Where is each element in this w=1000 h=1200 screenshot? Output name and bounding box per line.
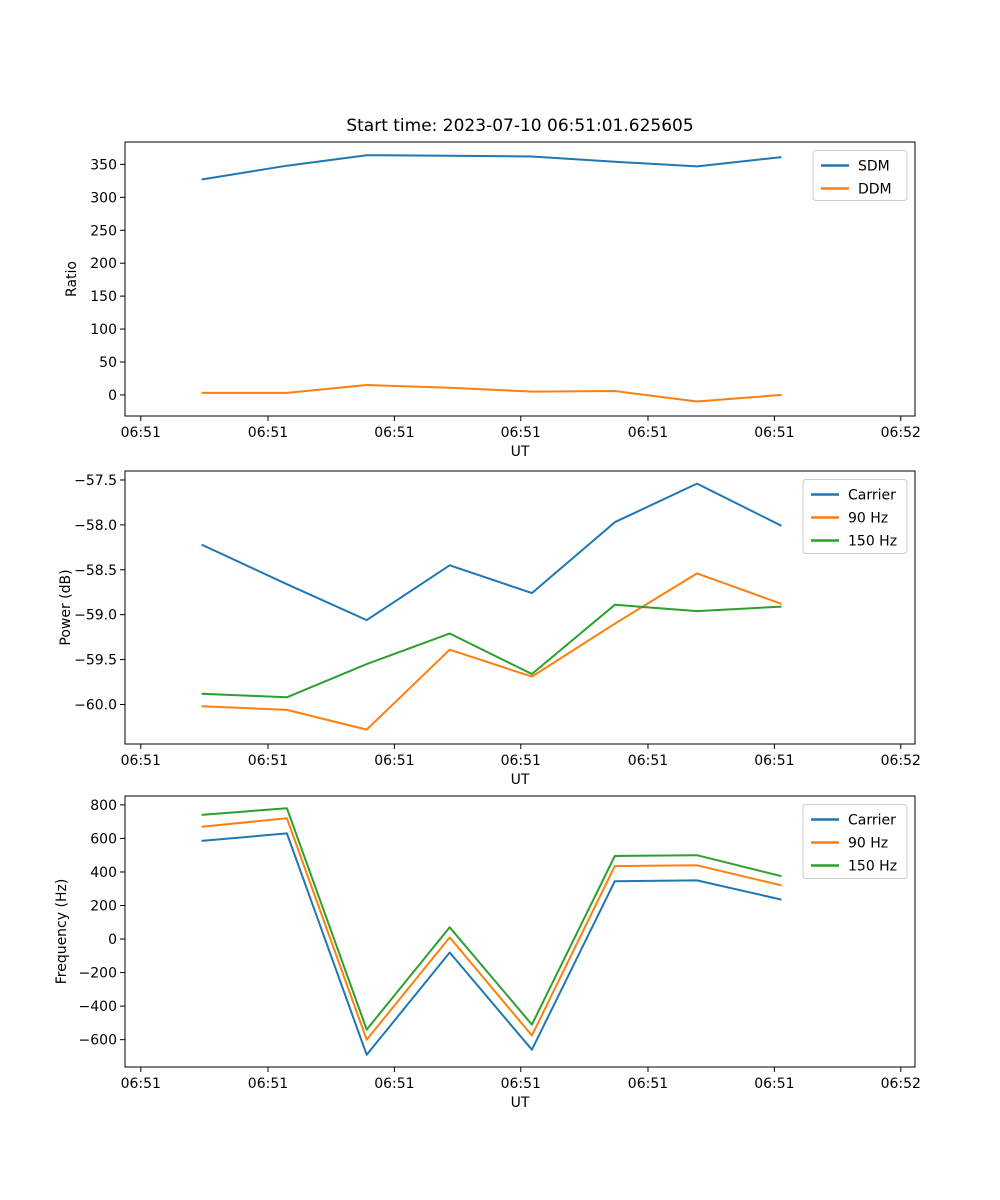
x-axis-label-ut-2: UT bbox=[511, 772, 530, 788]
series-line-carrier bbox=[201, 482, 782, 622]
x-axis-label-ut-3: UT bbox=[511, 1095, 530, 1111]
y-tick-label: 250 bbox=[90, 223, 117, 239]
y-tick-label: −58.0 bbox=[74, 518, 117, 534]
legend-label: DDM bbox=[858, 182, 892, 198]
y-axis-label-power: Power (dB) bbox=[58, 569, 74, 645]
plot-content-frequency: 800 600 400 200 0 −200 −400 −600 06:51 06:51 06:51… bbox=[79, 798, 921, 1092]
y-tick-label: −200 bbox=[79, 966, 117, 982]
y-tick-label: −58.5 bbox=[74, 563, 117, 579]
y-tick-label: −59.5 bbox=[74, 653, 117, 669]
x-tick-label: 06:51 bbox=[628, 753, 668, 769]
y-tick-label: −57.5 bbox=[74, 473, 117, 489]
x-tick-label: 06:51 bbox=[501, 1076, 541, 1092]
y-tick-label: −600 bbox=[79, 1033, 117, 1049]
y-tick-label: 0 bbox=[108, 388, 117, 404]
y-axis-label-ratio: Ratio bbox=[64, 261, 80, 297]
plot-area-ratio bbox=[124, 141, 916, 417]
y-tick-label: 100 bbox=[90, 322, 117, 338]
series-line-90-hz bbox=[201, 817, 782, 1041]
legend-label: 150 Hz bbox=[848, 534, 897, 550]
y-tick-label: 300 bbox=[90, 190, 117, 206]
y-tick-label: −400 bbox=[79, 999, 117, 1015]
x-tick-label: 06:51 bbox=[754, 753, 794, 769]
subplot-frequency: Frequency (Hz) UT 800 600 400 200 0 −200 −400 −… bbox=[54, 795, 921, 1111]
legend-label: 90 Hz bbox=[848, 836, 888, 852]
x-tick-label: 06:51 bbox=[374, 425, 414, 441]
y-tick-label: −60.0 bbox=[74, 697, 117, 713]
legend-label: Carrier bbox=[848, 813, 896, 829]
series-line-carrier bbox=[201, 832, 782, 1056]
x-tick-label: 06:51 bbox=[248, 425, 288, 441]
x-tick-label: 06:51 bbox=[628, 425, 668, 441]
figure-title: Start time: 2023-07-10 06:51:01.625605 bbox=[346, 116, 693, 136]
subplot-ratio: Ratio UT 350 300 250 200 150 100 50 0 06:51 06:51… bbox=[64, 141, 921, 460]
y-tick-label: 50 bbox=[99, 355, 117, 371]
x-tick-label: 06:51 bbox=[374, 1076, 414, 1092]
plot-content-power: −57.5 −58.0 −58.5 −59.0 −59.5 −60.0 06:51 06:51… bbox=[74, 473, 921, 769]
x-axis-label-ut-1: UT bbox=[511, 444, 530, 460]
x-tick-label: 06:51 bbox=[754, 425, 794, 441]
x-tick-label: 06:51 bbox=[374, 753, 414, 769]
y-tick-label: 200 bbox=[90, 256, 117, 272]
legend-box bbox=[802, 804, 908, 879]
y-tick-label: 350 bbox=[90, 157, 117, 173]
x-tick-label: 06:51 bbox=[121, 425, 161, 441]
plot-content-ratio: 350 300 250 200 150 100 50 0 06:51 06:51 06:51 06:5… bbox=[90, 150, 921, 441]
x-tick-label: 06:51 bbox=[248, 753, 288, 769]
x-tick-label: 06:52 bbox=[881, 1076, 921, 1092]
x-tick-label: 06:51 bbox=[121, 753, 161, 769]
y-tick-label: 150 bbox=[90, 289, 117, 305]
legend-label: 150 Hz bbox=[848, 859, 897, 875]
y-tick-label: 600 bbox=[90, 831, 117, 847]
x-tick-label: 06:52 bbox=[881, 425, 921, 441]
legend-label: Carrier bbox=[848, 488, 896, 504]
plot-area-power bbox=[124, 470, 916, 745]
x-tick-label: 06:51 bbox=[501, 753, 541, 769]
series-line-sdm bbox=[201, 154, 782, 181]
series-line-90-hz bbox=[201, 572, 782, 731]
y-axis-label-frequency: Frequency (Hz) bbox=[54, 879, 70, 985]
x-tick-label: 06:51 bbox=[248, 1076, 288, 1092]
x-tick-label: 06:51 bbox=[121, 1076, 161, 1092]
legend-box bbox=[802, 479, 908, 554]
y-tick-label: 800 bbox=[90, 798, 117, 814]
series-line-150-hz bbox=[201, 603, 782, 699]
y-tick-label: 0 bbox=[108, 932, 117, 948]
legend-label: 90 Hz bbox=[848, 511, 888, 527]
x-tick-label: 06:51 bbox=[754, 1076, 794, 1092]
series-line-150-hz bbox=[201, 807, 782, 1031]
x-tick-label: 06:51 bbox=[501, 425, 541, 441]
series-line-ddm bbox=[201, 384, 782, 403]
x-tick-label: 06:52 bbox=[881, 753, 921, 769]
y-tick-label: 400 bbox=[90, 865, 117, 881]
y-tick-label: −59.0 bbox=[74, 608, 117, 624]
legend-label: SDM bbox=[858, 159, 890, 175]
x-tick-label: 06:51 bbox=[628, 1076, 668, 1092]
subplot-power: Power (dB) UT −57.5−58.0−58.5−59.0−59.5−… bbox=[58, 470, 921, 788]
y-tick-label: 200 bbox=[90, 899, 117, 915]
